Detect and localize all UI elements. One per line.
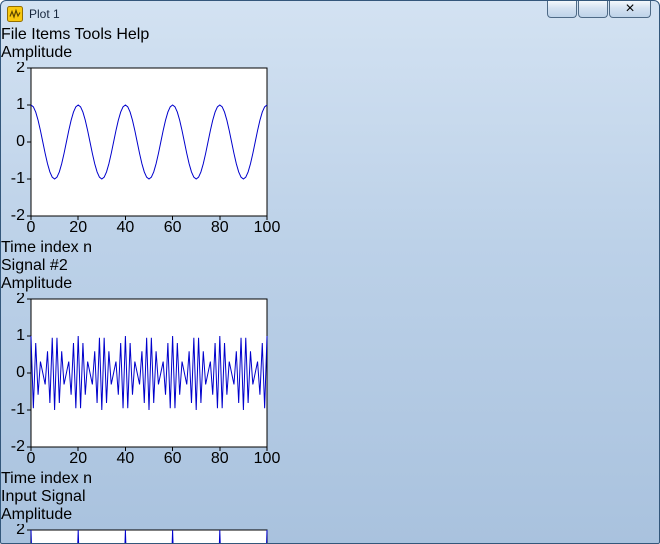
svg-text:60: 60: [164, 450, 182, 465]
svg-text:0: 0: [27, 219, 36, 234]
close-icon: ×: [625, 0, 635, 17]
svg-text:0: 0: [16, 133, 25, 150]
svg-text:2: 2: [16, 524, 25, 538]
svg-text:80: 80: [211, 450, 229, 465]
chart-title: Signal #2: [1, 257, 68, 274]
svg-text:0: 0: [27, 450, 36, 465]
svg-text:0: 0: [16, 364, 25, 381]
svg-text:100: 100: [254, 219, 281, 234]
plot-canvas-signal-2: 0 20 40 60 80 100 2 1 0 -1 -2: [11, 290, 281, 467]
y-axis-label: Amplitude: [1, 275, 659, 293]
window-title: Plot 1: [29, 6, 60, 21]
svg-text:2: 2: [16, 62, 25, 76]
window-body: File Items Tools Help Amplitude 0 20 40 60 8…: [1, 26, 659, 543]
minimize-button[interactable]: [547, 1, 577, 18]
chart-panel-signal-2: Signal #2 Amplitude 0 20 40 60 80 100 2 1 0 -1 -2 …: [1, 257, 659, 488]
svg-text:2: 2: [16, 293, 25, 307]
chart-panel-signal-1: Amplitude 0 20 40 60 80 100 2 1 0 -1 -2 Time index…: [1, 44, 659, 257]
svg-text:-2: -2: [11, 438, 25, 455]
y-axis-label-text: Amplitude: [1, 506, 73, 523]
app-icon: [7, 5, 23, 22]
chart-title: Input Signal: [1, 488, 86, 505]
svg-text:60: 60: [164, 219, 182, 234]
svg-text:100: 100: [254, 450, 281, 465]
menu-accel: T: [74, 26, 83, 43]
svg-text:-1: -1: [11, 170, 25, 187]
svg-text:-2: -2: [11, 207, 25, 224]
menu-label: tems: [35, 26, 71, 43]
y-axis-label: Amplitude: [1, 44, 659, 62]
menu-bar: File Items Tools Help: [1, 26, 659, 44]
menu-item-tools[interactable]: Tools: [75, 26, 112, 43]
menu-label: ile: [10, 26, 27, 43]
menu-label: ools: [82, 26, 112, 43]
menu-accel: H: [116, 26, 128, 43]
x-axis-label: Time index n: [1, 239, 92, 256]
y-axis-label-text: Amplitude: [1, 275, 73, 292]
title-bar[interactable]: Plot 1 ×: [1, 1, 659, 26]
x-axis-label: Time index n: [1, 470, 92, 487]
menu-accel: I: [31, 26, 36, 43]
svg-text:-1: -1: [11, 401, 25, 418]
menu-accel: F: [1, 26, 11, 43]
close-button[interactable]: ×: [609, 1, 651, 18]
menu-label: elp: [127, 26, 150, 43]
caption-buttons: ×: [547, 1, 651, 18]
svg-text:40: 40: [117, 450, 135, 465]
y-axis-label-text: Amplitude: [1, 44, 73, 61]
maximize-button[interactable]: [578, 1, 608, 18]
y-axis-label: Amplitude: [1, 506, 659, 524]
menu-item-items[interactable]: Items: [31, 26, 70, 43]
menu-item-file[interactable]: File: [1, 26, 27, 43]
svg-text:20: 20: [69, 219, 87, 234]
svg-text:40: 40: [117, 219, 135, 234]
svg-text:1: 1: [16, 327, 25, 344]
svg-text:20: 20: [69, 450, 87, 465]
plot-canvas-signal-1: 0 20 40 60 80 100 2 1 0 -1 -2: [11, 59, 281, 236]
menu-item-help[interactable]: Help: [116, 26, 149, 43]
svg-text:80: 80: [211, 219, 229, 234]
svg-text:1: 1: [16, 96, 25, 113]
client-area: Amplitude 0 20 40 60 80 100 2 1 0 -1 -2 Time index…: [1, 44, 659, 543]
chart-panel-input-signal: Input Signal Amplitude 020406080100210-1…: [1, 488, 659, 543]
